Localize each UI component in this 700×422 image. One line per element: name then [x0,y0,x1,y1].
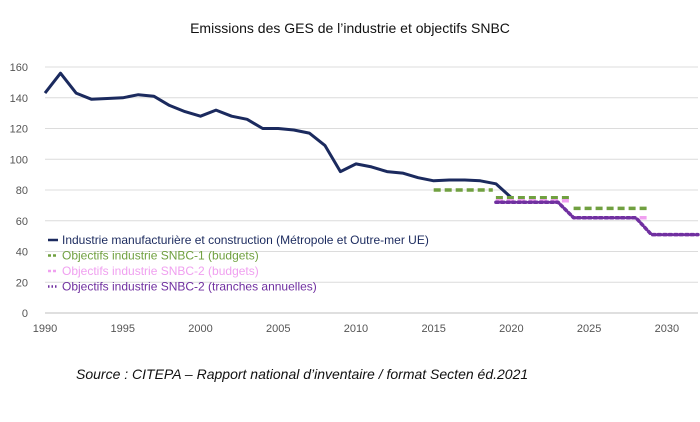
legend-label-1: Industrie manufacturière et construction… [62,233,429,247]
legend-label-4: Objectifs industrie SNBC-2 (tranches ann… [62,280,317,294]
y-tick-label-160: 160 [10,62,28,74]
x-tick-label-2005: 2005 [266,323,290,335]
x-tick-label-1990: 1990 [33,323,57,335]
y-tick-label-80: 80 [16,185,28,197]
y-tick-label-0: 0 [22,308,28,320]
y-tick-label-120: 120 [10,124,28,136]
x-tick-label-2015: 2015 [421,323,445,335]
chart-title: Emissions des GES de l’industrie et obje… [190,20,510,36]
x-tick-label-2010: 2010 [344,323,368,335]
y-tick-label-140: 140 [10,93,28,105]
x-tick-label-2020: 2020 [499,323,523,335]
series-4-line [494,200,700,237]
x-tick-label-2030: 2030 [655,323,679,335]
y-tick-label-40: 40 [16,247,28,259]
x-tick-label-2000: 2000 [188,323,212,335]
series-1-line [43,71,513,199]
y-tick-label-60: 60 [16,216,28,228]
y-tick-label-100: 100 [10,154,28,166]
x-tick-label-1995: 1995 [110,323,134,335]
legend-label-3: Objectifs industrie SNBC-2 (budgets) [62,264,259,278]
x-tick-label-2025: 2025 [577,323,601,335]
y-tick-label-20: 20 [16,277,28,289]
legend-label-2: Objectifs industrie SNBC-1 (budgets) [62,249,259,263]
source-note: Source : CITEPA – Rapport national d’inv… [76,366,529,382]
